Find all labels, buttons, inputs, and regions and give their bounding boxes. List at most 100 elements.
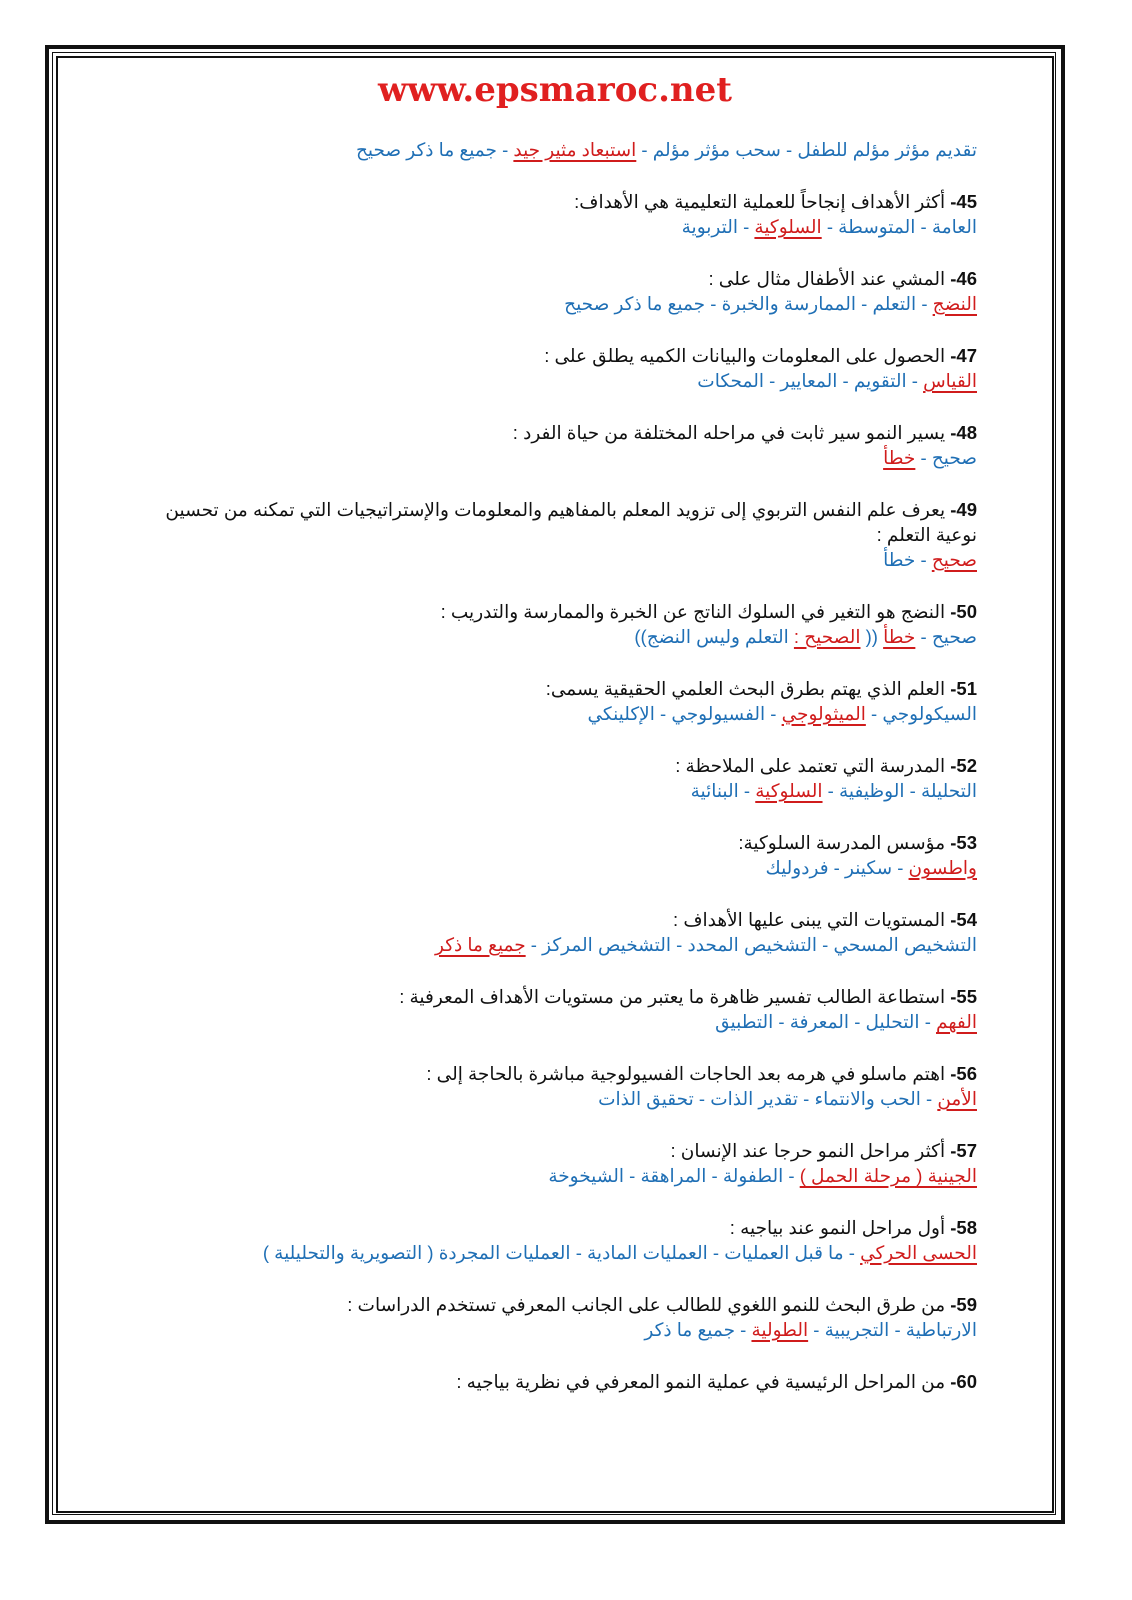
correct-answer: السلوكية — [754, 216, 822, 237]
answer-option: فردوليك — [765, 857, 829, 878]
answer-line: التشخيص المسحي - التشخيص المحدد - التشخي… — [145, 932, 977, 957]
answer-line: السيكولوجي - الميثولوجي - الفسيولوجي - ا… — [145, 701, 977, 726]
answer-option: الارتباطية — [905, 1319, 977, 1340]
page-border-inner — [56, 56, 1054, 1513]
answer-option: العمليات المجردة ( التصويرية والتحليلية … — [262, 1242, 571, 1263]
question-text: 51- العلم الذي يهتم بطرق البحث العلمي ال… — [145, 676, 977, 701]
question-label: من طرق البحث للنمو اللغوي للطالب على الج… — [347, 1294, 951, 1315]
question-text: 60- من المراحل الرئيسية في عملية النمو ا… — [145, 1369, 977, 1394]
question-label: يسير النمو سير ثابت في مراحله المختلفة م… — [512, 422, 951, 443]
answer-option: الوظيفية — [838, 780, 905, 801]
page-border-middle — [52, 52, 1056, 1515]
answer-line: القياس - التقويم - المعايير - المحكات — [145, 368, 977, 393]
answer-option: سكينر — [845, 857, 893, 878]
answer-separator: - — [570, 1242, 588, 1263]
answer-separator: - — [707, 1242, 725, 1263]
answer-separator: - — [843, 1242, 861, 1263]
question-text: 58- أول مراحل النمو عند بياجيه : — [145, 1215, 977, 1240]
answer-separator: - — [693, 1088, 711, 1109]
question-block: 50- النضج هو التغير في السلوك الناتج عن … — [145, 599, 977, 649]
question-text: 49- يعرف علم النفس التربوي إلى تزويد الم… — [145, 497, 977, 547]
answer-separator: - — [737, 216, 755, 237]
question-block: 54- المستويات التي يبنى عليها الأهداف :ا… — [145, 907, 977, 957]
correct-answer: صحيح — [931, 549, 977, 570]
answer-option: صحيح — [931, 626, 977, 647]
answer-option: سحب مؤثر مؤلم — [652, 139, 781, 160]
question-number: 53- — [950, 832, 977, 853]
question-text: 47- الحصول على المعلومات والبيانات الكمي… — [145, 343, 977, 368]
answer-option: التربوية — [681, 216, 738, 237]
note-close: )) — [634, 626, 647, 647]
question-number: 46- — [950, 268, 977, 289]
question-text: 48- يسير النمو سير ثابت في مراحله المختل… — [145, 420, 977, 445]
answer-separator: - — [654, 703, 672, 724]
answer-option: العمليات المادية — [587, 1242, 708, 1263]
answer-option: تقدير الذات — [710, 1088, 798, 1109]
question-number: 45- — [950, 191, 977, 212]
question-number: 57- — [950, 1140, 977, 1161]
question-number: 55- — [950, 986, 977, 1007]
answer-option: تقديم مؤثر مؤلم للطفل — [797, 139, 977, 160]
answer-option: التشخيص المركز — [542, 934, 671, 955]
question-number: 58- — [950, 1217, 977, 1238]
question-number: 50- — [950, 601, 977, 622]
question-label: أول مراحل النمو عند بياجيه : — [729, 1217, 951, 1238]
correct-answer: النضج — [932, 293, 977, 314]
answer-option: التشخيص المحدد — [687, 934, 818, 955]
question-label: مؤسس المدرسة السلوكية: — [738, 832, 951, 853]
question-label: الحصول على المعلومات والبيانات الكميه يط… — [544, 345, 951, 366]
correct-answer: الأمن — [937, 1088, 977, 1109]
correct-answer: خطأ — [883, 626, 916, 647]
question-block: 49- يعرف علم النفس التربوي إلى تزويد الم… — [145, 497, 977, 572]
answer-option: المعرفة — [789, 1011, 850, 1032]
answer-separator: - — [496, 139, 514, 160]
answer-separator: - — [636, 139, 653, 160]
question-label: من المراحل الرئيسية في عملية النمو المعر… — [456, 1371, 951, 1392]
question-label: يعرف علم النفس التربوي إلى تزويد المعلم … — [165, 499, 977, 545]
question-text: 50- النضج هو التغير في السلوك الناتج عن … — [145, 599, 977, 624]
question-block: 51- العلم الذي يهتم بطرق البحث العلمي ال… — [145, 676, 977, 726]
question-number: 56- — [950, 1063, 977, 1084]
answer-separator: - — [780, 139, 798, 160]
question-block: 46- المشي عند الأطفال مثال على : النضج - … — [145, 266, 977, 316]
correct-answer: الميثولوجي — [781, 703, 866, 724]
question-number: 47- — [950, 345, 977, 366]
answer-option: المتوسطة — [838, 216, 916, 237]
question-number: 48- — [950, 422, 977, 443]
answer-separator: - — [822, 780, 839, 801]
question-number: 59- — [950, 1294, 977, 1315]
answer-option: المراهقة — [640, 1165, 707, 1186]
question-block: 59- من طرق البحث للنمو اللغوي للطالب على… — [145, 1292, 977, 1342]
answer-option: الممارسة والخبرة — [721, 293, 856, 314]
question-text: 55- استطاعة الطالب تفسير ظاهرة ما يعتبر … — [145, 984, 977, 1009]
question-block: 55- استطاعة الطالب تفسير ظاهرة ما يعتبر … — [145, 984, 977, 1034]
correct-answer: خطأ — [883, 447, 916, 468]
question-block: 47- الحصول على المعلومات والبيانات الكمي… — [145, 343, 977, 393]
question-number: 49- — [950, 499, 977, 520]
question-label: اهتم ماسلو في هرمه بعد الحاجات الفسيولوج… — [426, 1063, 951, 1084]
correct-answer: استبعاد مثير جيد — [513, 139, 637, 160]
answer-separator: - — [915, 626, 932, 647]
answer-line: الارتباطية - التجريبية - الطولية - جميع … — [145, 1317, 977, 1342]
question-number: 52- — [950, 755, 977, 776]
answer-option: المحكات — [697, 370, 764, 391]
answer-separator: - — [865, 703, 883, 724]
answer-separator: - — [706, 1165, 723, 1186]
answer-option: المعايير — [780, 370, 838, 391]
page-border-outer — [45, 45, 1065, 1524]
answer-option: جميع ما ذكر — [644, 1319, 736, 1340]
question-block: 57- أكثر مراحل النمو حرجا عند الإنسان :ا… — [145, 1138, 977, 1188]
question-text: 46- المشي عند الأطفال مثال على : — [145, 266, 977, 291]
lead-answer-line: تقديم مؤثر مؤلم للطفل - سحب مؤثر مؤلم - … — [145, 137, 977, 162]
answer-separator: - — [849, 1011, 866, 1032]
question-block: 52- المدرسة التي تعتمد على الملاحظة : الت… — [145, 753, 977, 803]
answer-separator: - — [735, 1319, 752, 1340]
correct-answer: الحسى الحركي — [860, 1242, 977, 1263]
answer-separator: - — [906, 370, 924, 391]
question-text: 57- أكثر مراحل النمو حرجا عند الإنسان : — [145, 1138, 977, 1163]
answer-line: صحيح - خطأ — [145, 547, 977, 572]
question-block: 53- مؤسس المدرسة السلوكية: واطسون - سكينر… — [145, 830, 977, 880]
answer-option: التعلم — [872, 293, 917, 314]
answer-line: الجينية ( مرحلة الحمل ) - الطفولة - المر… — [145, 1163, 977, 1188]
answer-option: صحيح — [931, 447, 977, 468]
